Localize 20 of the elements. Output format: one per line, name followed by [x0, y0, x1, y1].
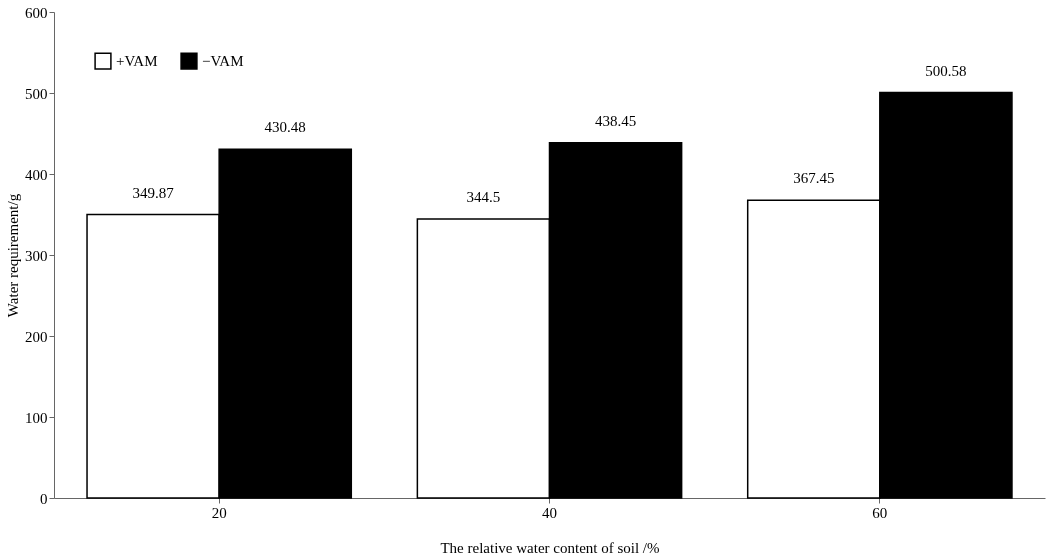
data-label: 430.48 [264, 119, 306, 136]
y-tick-label: 600 [25, 4, 48, 21]
y-tick-label: 400 [25, 166, 48, 183]
y-tick-label: 300 [25, 247, 48, 264]
data-label: 500.58 [925, 62, 967, 79]
legend-label: +VAM [116, 53, 158, 70]
data-label: 438.45 [594, 112, 637, 129]
y-tick-label: 500 [25, 85, 48, 102]
x-axis-title: The relative water content of soil /% [440, 539, 660, 556]
legend-label: −VAM [202, 53, 244, 70]
data-label: 349.87 [132, 184, 175, 201]
x-tick-label: 20 [211, 504, 227, 521]
data-label: 367.45 [793, 170, 835, 187]
y-tick-label: 200 [25, 328, 48, 345]
y-tick-label: 100 [25, 409, 48, 426]
x-tick-label: 60 [872, 504, 888, 521]
x-tick-label: 40 [542, 504, 557, 521]
y-tick-label: 0 [40, 490, 48, 507]
y-axis-title: Water requirement/g [5, 193, 21, 318]
data-label: 344.5 [466, 188, 501, 205]
